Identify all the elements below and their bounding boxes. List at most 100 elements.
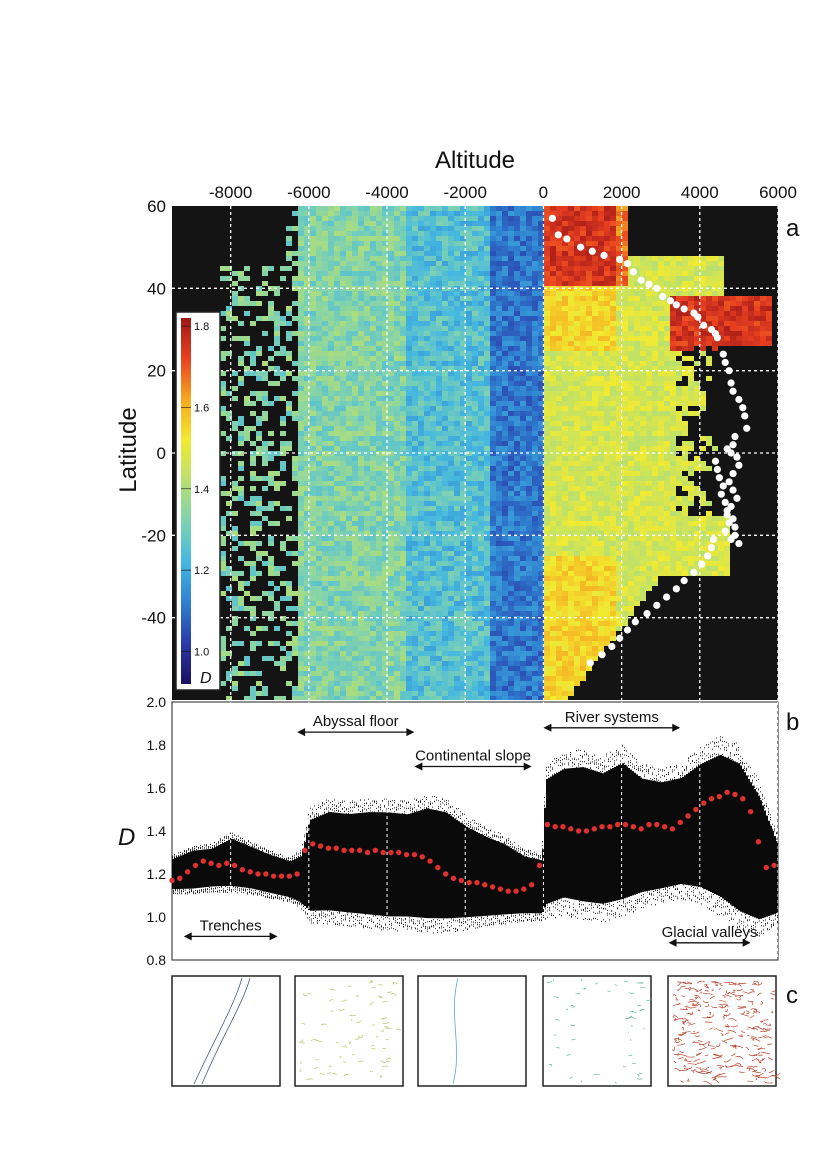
heatmap-cell (370, 366, 376, 371)
heatmap-cell (346, 471, 352, 476)
heatmap-cell (376, 556, 382, 561)
heatmap-cell (382, 381, 388, 386)
heatmap-cell (322, 686, 328, 691)
heatmap-cell (466, 661, 472, 666)
heatmap-cell (538, 321, 544, 326)
heatmap-cell (280, 541, 286, 546)
heatmap-cell (430, 476, 436, 481)
heatmap-cell (550, 436, 556, 441)
altitude-tick-label: -2000 (443, 183, 486, 202)
heatmap-cell (544, 466, 550, 471)
heatmap-cell (322, 406, 328, 411)
heatmap-cell (346, 586, 352, 591)
heatmap-cell (490, 586, 496, 591)
heatmap-cell (412, 281, 418, 286)
heatmap-cell (532, 266, 538, 271)
heatmap-cell (562, 476, 568, 481)
heatmap-cell (334, 301, 340, 306)
heatmap-cell (310, 591, 316, 596)
heatmap-cell (532, 561, 538, 566)
heatmap-cell (412, 346, 418, 351)
heatmap-cell (334, 221, 340, 226)
heatmap-cell (448, 271, 454, 276)
heatmap-cell (538, 661, 544, 666)
heatmap-cell (352, 351, 358, 356)
heatmap-cell (448, 666, 454, 671)
heatmap-cell (298, 696, 304, 700)
heatmap-cell (340, 641, 346, 646)
heatmap-cell (556, 516, 562, 521)
heatmap-cell (514, 566, 520, 571)
heatmap-cell (388, 566, 394, 571)
heatmap-cell (556, 611, 562, 616)
heatmap-cell (526, 571, 532, 576)
heatmap-cell (358, 376, 364, 381)
heatmap-cell (316, 376, 322, 381)
heatmap-cell (460, 211, 466, 216)
heatmap-cell (532, 571, 538, 576)
heatmap-cell (328, 516, 334, 521)
heatmap-cell (424, 601, 430, 606)
heatmap-cell (448, 371, 454, 376)
heatmap-cell (538, 351, 544, 356)
heatmap-cell (538, 641, 544, 646)
heatmap-cell (514, 321, 520, 326)
heatmap-cell (418, 241, 424, 246)
heatmap-cell (322, 251, 328, 256)
heatmap-cell (370, 596, 376, 601)
heatmap-cell (448, 426, 454, 431)
heatmap-cell (358, 216, 364, 221)
heatmap-cell (244, 431, 250, 436)
heatmap-cell (334, 266, 340, 271)
heatmap-cell (502, 356, 508, 361)
heatmap-cell (406, 226, 412, 231)
heatmap-cell (454, 491, 460, 496)
heatmap-cell (340, 626, 346, 631)
heatmap-cell (508, 396, 514, 401)
heatmap-cell (466, 346, 472, 351)
heatmap-cell (352, 496, 358, 501)
heatmap-cell (370, 416, 376, 421)
heatmap-cell (328, 696, 334, 700)
heatmap-cell (484, 616, 490, 621)
heatmap-cell (544, 346, 550, 351)
heatmap-cell (388, 466, 394, 471)
heatmap-cell (352, 506, 358, 511)
heatmap-cell (562, 356, 568, 361)
heatmap-cell (232, 666, 238, 671)
heatmap-cell (232, 621, 238, 626)
heatmap-cell (274, 696, 280, 700)
heatmap-cell (556, 561, 562, 566)
heatmap-cell (448, 276, 454, 281)
heatmap-cell (502, 561, 508, 566)
heatmap-cell (280, 431, 286, 436)
heatmap-cell (370, 241, 376, 246)
heatmap-cell (274, 326, 280, 331)
heatmap-cell (358, 331, 364, 336)
heatmap-cell (490, 556, 496, 561)
heatmap-cell (478, 221, 484, 226)
heatmap-cell (322, 671, 328, 676)
heatmap-cell (538, 581, 544, 586)
heatmap-cell (472, 651, 478, 656)
heatmap-cell (352, 581, 358, 586)
heatmap-cell (364, 641, 370, 646)
heatmap-cell (424, 371, 430, 376)
heatmap-cell (544, 516, 550, 521)
heatmap-cell (328, 411, 334, 416)
heatmap-cell (478, 486, 484, 491)
heatmap-cell (400, 481, 406, 486)
heatmap-cell (382, 651, 388, 656)
heatmap-cell (556, 541, 562, 546)
heatmap-cell (430, 421, 436, 426)
heatmap-cell (424, 206, 430, 211)
heatmap-cell (376, 481, 382, 486)
heatmap-cell (220, 566, 226, 571)
heatmap-cell (406, 571, 412, 576)
heatmap-cell (316, 601, 322, 606)
heatmap-cell (358, 426, 364, 431)
heatmap-cell (268, 591, 274, 596)
heatmap-cell (478, 421, 484, 426)
heatmap-cell (406, 256, 412, 261)
heatmap-cell (466, 391, 472, 396)
